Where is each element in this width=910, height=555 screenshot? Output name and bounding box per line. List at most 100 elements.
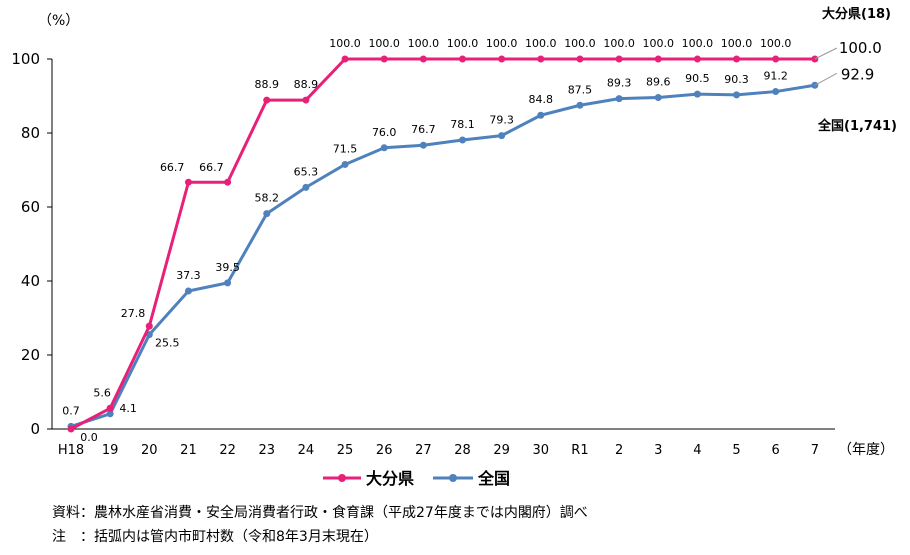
data-label-0: 100.0 — [564, 37, 596, 50]
x-tick-label: 22 — [219, 443, 236, 458]
data-label-0: 100.0 — [329, 37, 361, 50]
series-point-0 — [772, 55, 780, 63]
series-point-0 — [693, 55, 701, 63]
end-labels: 100.0 92.9 大分県(18) 全国(1,741) — [814, 6, 897, 134]
series-point-1 — [772, 88, 780, 96]
data-label-0: 100.0 — [682, 37, 714, 50]
legend-label-1: 全国 — [477, 469, 510, 488]
series-point-1 — [184, 287, 192, 295]
y-tick-label: 40 — [21, 272, 40, 290]
data-label-0: 88.9 — [294, 78, 319, 91]
x-tick-label: 7 — [811, 443, 819, 458]
x-tick-label: H18 — [58, 443, 84, 458]
series-point-0 — [380, 55, 388, 63]
data-label-0: 100.0 — [643, 37, 675, 50]
x-tick-label: 4 — [693, 443, 701, 458]
series-point-0 — [263, 96, 271, 104]
data-label-1: 76.0 — [372, 126, 397, 139]
series-point-1 — [693, 90, 701, 98]
leader-line-1 — [814, 72, 838, 86]
series-point-1 — [263, 210, 271, 218]
leader-line-0 — [814, 47, 838, 60]
x-tick-label: 26 — [376, 443, 393, 458]
series-point-0 — [224, 178, 232, 186]
legend-label-0: 大分県 — [366, 469, 414, 488]
data-label-1: 0.7 — [62, 404, 80, 417]
x-tick-label: 24 — [298, 443, 315, 458]
data-label-1: 4.1 — [119, 402, 137, 415]
series-point-0 — [459, 55, 466, 63]
series-line-0 — [70, 57, 815, 431]
x-tick-label: 5 — [732, 443, 740, 458]
x-tick-label: 19 — [102, 443, 119, 458]
series-point-0 — [302, 96, 310, 104]
data-label-1: 78.1 — [450, 118, 475, 131]
data-label-0: 66.7 — [199, 161, 224, 174]
source-note: 資料：農林水産省消費・安全局消費者行政・食育課（平成27年度までは内閣府）調べ — [52, 505, 588, 521]
data-label-1: 65.3 — [294, 165, 319, 178]
data-label-0: 100.0 — [721, 37, 753, 50]
series-point-1 — [537, 111, 545, 119]
series-point-0 — [537, 55, 545, 63]
x-tick-label: 6 — [772, 443, 780, 458]
x-axis-unit: （年度） — [838, 442, 894, 458]
x-tick-label: 3 — [654, 443, 662, 458]
data-label-1: 37.3 — [176, 269, 201, 282]
series-label-0: 大分県(18) — [822, 6, 891, 22]
data-label-1: 89.6 — [646, 75, 671, 88]
data-label-0: 100.0 — [447, 37, 479, 50]
y-tick-label: 80 — [21, 124, 40, 142]
series-point-0 — [576, 55, 584, 63]
data-label-0: 27.8 — [121, 307, 146, 320]
x-tick-label: 29 — [493, 443, 510, 458]
series-point-1 — [498, 132, 506, 140]
series-point-0 — [341, 55, 349, 63]
x-tick-label: 20 — [141, 443, 158, 458]
series-point-0 — [106, 404, 114, 412]
x-tick-label: R1 — [571, 443, 588, 458]
series-point-0 — [419, 55, 427, 63]
data-label-0: 88.9 — [255, 78, 280, 91]
data-label-0: 100.0 — [603, 37, 635, 50]
data-label-0: 100.0 — [760, 37, 792, 50]
y-tick-label: 100 — [11, 50, 40, 68]
series-point-1 — [380, 144, 388, 152]
series-point-0 — [654, 55, 662, 63]
data-label-1: 76.7 — [411, 123, 436, 136]
end-value-1: 92.9 — [841, 65, 874, 83]
data-label-0: 100.0 — [525, 37, 557, 50]
x-axis: H18 19 20 21 22 23 24 25 26 27 28 29 30 R1 2 3 4 5 6 7 — [52, 428, 835, 458]
data-label-1: 89.3 — [607, 77, 632, 90]
x-tick-label: 27 — [415, 443, 432, 458]
data-label-1: 71.5 — [333, 142, 358, 155]
series-point-1 — [341, 160, 349, 168]
data-label-1: 90.3 — [724, 73, 749, 86]
series-point-1 — [106, 410, 114, 418]
data-label-0: 0.0 — [80, 431, 98, 444]
data-label-0: 5.6 — [93, 386, 111, 399]
x-tick-label: 28 — [454, 443, 471, 458]
data-label-0: 100.0 — [368, 37, 400, 50]
series-point-1 — [576, 101, 584, 109]
series-point-1 — [224, 279, 232, 287]
series-point-1 — [733, 91, 741, 99]
series-point-0 — [145, 322, 153, 330]
x-tick-label: 23 — [258, 443, 275, 458]
series-point-1 — [419, 141, 427, 149]
data-label-1: 84.8 — [529, 93, 554, 106]
data-label-0: 66.7 — [160, 161, 185, 174]
data-label-1: 25.5 — [155, 337, 180, 350]
series-point-1 — [302, 183, 310, 191]
x-tick-label: 2 — [615, 443, 623, 458]
remark-note: 注 ：括弧内は管内市町村数（令和8年3月末現在） — [52, 529, 378, 545]
series-point-0 — [67, 425, 75, 433]
series-label-1: 全国(1,741) — [817, 118, 897, 134]
series-point-1 — [615, 95, 623, 103]
legend-marker-1 — [449, 474, 457, 482]
series-line-1 — [70, 83, 816, 428]
series-point-0 — [615, 55, 623, 63]
data-label-1: 79.3 — [489, 114, 514, 127]
series-layer — [67, 55, 819, 433]
data-label-1: 39.5 — [215, 261, 240, 274]
